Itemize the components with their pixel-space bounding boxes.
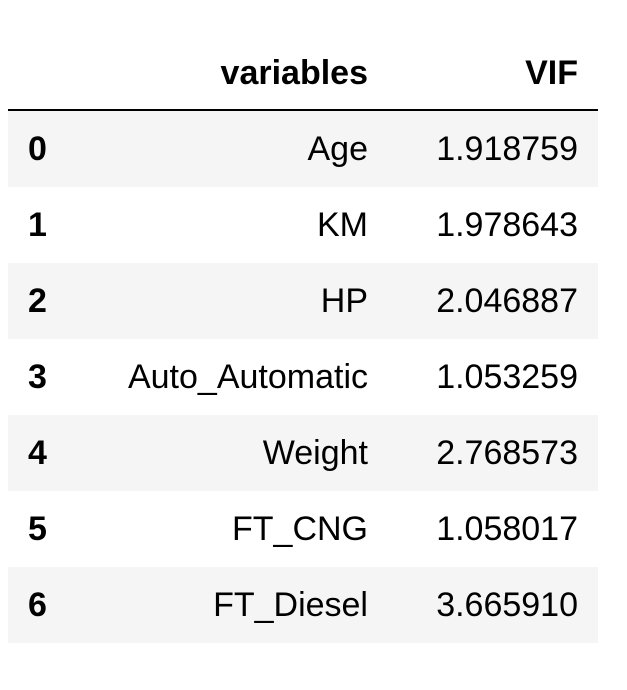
row-index: 3 [8,339,78,415]
variable-cell: Auto_Automatic [78,339,388,415]
variable-cell: HP [78,263,388,339]
table-row: 4 Weight 2.768573 [8,415,598,491]
table-row: 2 HP 2.046887 [8,263,598,339]
vif-cell: 1.918759 [388,110,598,187]
vif-table: variables VIF 0 Age 1.918759 1 KM 1.9786… [8,37,598,643]
column-header-variables: variables [78,37,388,111]
variable-cell: FT_Diesel [78,567,388,643]
vif-cell: 2.046887 [388,263,598,339]
variable-cell: KM [78,187,388,263]
index-column-header [8,37,78,111]
header-row: variables VIF [8,37,598,111]
vif-cell: 1.978643 [388,187,598,263]
row-index: 5 [8,491,78,567]
vif-cell: 3.665910 [388,567,598,643]
variable-cell: FT_CNG [78,491,388,567]
table-row: 1 KM 1.978643 [8,187,598,263]
table-row: 3 Auto_Automatic 1.053259 [8,339,598,415]
row-index: 1 [8,187,78,263]
table-body: 0 Age 1.918759 1 KM 1.978643 2 HP 2.0468… [8,110,598,643]
column-header-vif: VIF [388,37,598,111]
table-header: variables VIF [8,37,598,111]
row-index: 6 [8,567,78,643]
row-index: 2 [8,263,78,339]
vif-cell: 1.053259 [388,339,598,415]
table-row: 5 FT_CNG 1.058017 [8,491,598,567]
vif-cell: 1.058017 [388,491,598,567]
row-index: 0 [8,110,78,187]
row-index: 4 [8,415,78,491]
table-row: 0 Age 1.918759 [8,110,598,187]
variable-cell: Weight [78,415,388,491]
variable-cell: Age [78,110,388,187]
table-row: 6 FT_Diesel 3.665910 [8,567,598,643]
vif-cell: 2.768573 [388,415,598,491]
